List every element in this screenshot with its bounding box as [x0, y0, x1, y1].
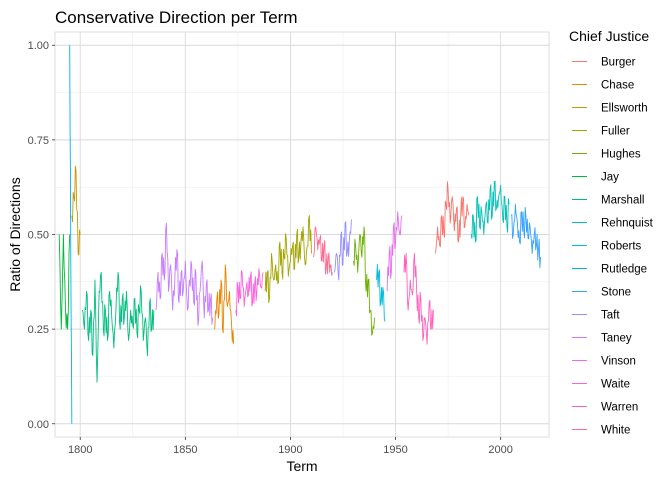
series-line-chase [214, 264, 235, 345]
legend-label-taft: Taft [601, 310, 620, 322]
x-axis-ticks: 1800 1850 1900 1950 2000 [68, 437, 513, 456]
legend-label-waite: Waite [601, 379, 630, 391]
legend-label-rehnquist: Rehnquist [601, 218, 654, 230]
x-axis-title: Term [286, 458, 317, 474]
chart-title: Conservative Direction per Term [55, 8, 298, 27]
series-line-white [313, 226, 333, 276]
series-line-burger [435, 181, 470, 254]
legend-label-hughes: Hughes [601, 149, 641, 161]
y-tick-label: 1.00 [28, 40, 49, 52]
legend-label-rutledge: Rutledge [601, 264, 647, 276]
series-line-ellsworth [71, 165, 81, 256]
legend-title: Chief Justice [569, 28, 649, 44]
series-line-taft [334, 219, 352, 281]
y-tick-label: 0.50 [28, 230, 49, 242]
series-line-jay [58, 234, 71, 330]
series-line-taney [155, 222, 214, 326]
y-axis-title: Ratio of Directions [7, 177, 23, 291]
y-tick-label: 0.25 [28, 324, 49, 336]
series-line-marshall [81, 271, 155, 383]
y-tick-label: 0.75 [28, 135, 49, 147]
legend-label-fuller: Fuller [601, 126, 630, 138]
series-line-rehnquist [470, 180, 510, 243]
series-line-warren [403, 252, 434, 345]
legend-label-ellsworth: Ellsworth [601, 103, 648, 115]
legend-label-warren: Warren [601, 402, 638, 414]
legend-label-roberts: Roberts [601, 241, 642, 253]
series-line-hughes [353, 226, 375, 336]
legend-label-jay: Jay [601, 172, 619, 184]
legend-label-white: White [601, 425, 630, 437]
legend-label-marshall: Marshall [601, 195, 644, 207]
x-tick-label: 1800 [68, 444, 92, 456]
x-tick-label: 1900 [278, 444, 302, 456]
plot-grid [55, 32, 549, 437]
legend-label-burger: Burger [601, 57, 636, 69]
legend: Burger Chase Ellsworth Fuller Hughes Jay Marsh… [572, 57, 654, 437]
legend-label-vinson: Vinson [601, 356, 636, 368]
plot-series [58, 45, 542, 424]
legend-label-taney: Taney [601, 333, 632, 345]
legend-label-chase: Chase [601, 80, 634, 92]
x-tick-label: 1950 [383, 444, 407, 456]
series-line-vinson [386, 211, 403, 292]
series-line-roberts [376, 263, 386, 322]
x-tick-label: 1850 [173, 444, 197, 456]
y-tick-label: 0.00 [28, 419, 49, 431]
series-line-waite [235, 268, 264, 317]
y-axis-ticks: 0.00 0.25 0.50 0.75 1.00 [28, 40, 55, 431]
series-line-fuller [264, 215, 312, 303]
x-tick-label: 2000 [488, 444, 512, 456]
legend-label-stone: Stone [601, 287, 631, 299]
series-line-stone [510, 203, 542, 269]
series-line-rutledge [69, 45, 73, 424]
